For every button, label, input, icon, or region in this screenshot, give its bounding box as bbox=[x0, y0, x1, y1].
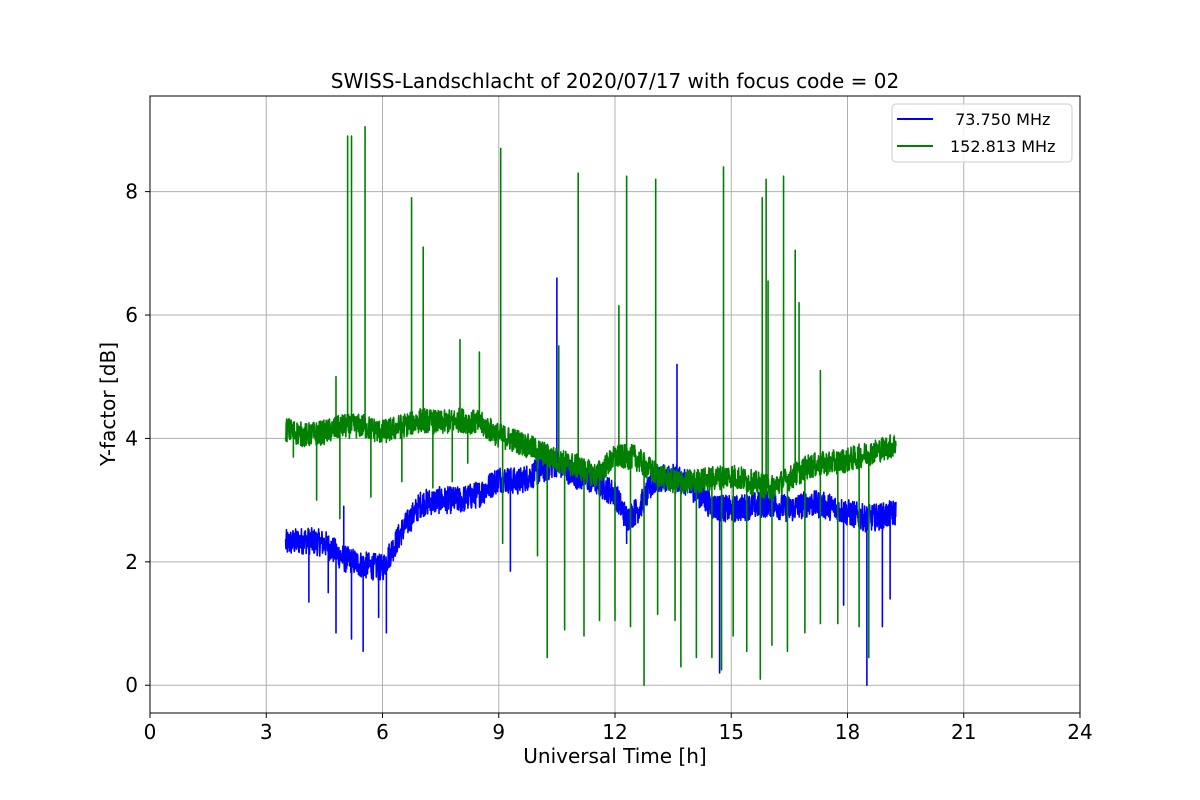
y-tick-label: 4 bbox=[125, 426, 138, 450]
x-axis-label: Universal Time [h] bbox=[523, 744, 706, 768]
x-tick-label: 12 bbox=[602, 720, 627, 744]
x-tick-label: 6 bbox=[376, 720, 389, 744]
legend-label-73mhz: 73.750 MHz bbox=[950, 110, 1050, 129]
y-axis: 0 2 4 6 8 bbox=[125, 180, 150, 697]
x-tick-label: 18 bbox=[835, 720, 860, 744]
chart-title: SWISS-Landschlacht of 2020/07/17 with fo… bbox=[331, 69, 899, 93]
plot-area bbox=[284, 126, 897, 687]
y-tick-label: 6 bbox=[125, 303, 138, 327]
legend-box bbox=[891, 103, 1073, 163]
x-tick-label: 0 bbox=[144, 720, 157, 744]
x-tick-label: 9 bbox=[492, 720, 505, 744]
series-line-0 bbox=[284, 277, 897, 687]
x-tick-label: 24 bbox=[1067, 720, 1092, 744]
y-tick-label: 8 bbox=[125, 180, 138, 204]
x-tick-label: 21 bbox=[951, 720, 976, 744]
legend: 73.750 MHz 152.813 MHz bbox=[891, 103, 1073, 163]
legend-label-152mhz: 152.813 MHz bbox=[950, 137, 1055, 156]
x-axis: 0 3 6 9 12 15 18 21 24 bbox=[144, 713, 1093, 744]
x-tick-label: 3 bbox=[260, 720, 273, 744]
y-tick-label: 2 bbox=[125, 550, 138, 574]
y-axis-label: Y-factor [dB] bbox=[96, 342, 120, 467]
series-line-1 bbox=[284, 126, 897, 687]
y-tick-label: 0 bbox=[125, 673, 138, 697]
x-tick-label: 15 bbox=[719, 720, 744, 744]
